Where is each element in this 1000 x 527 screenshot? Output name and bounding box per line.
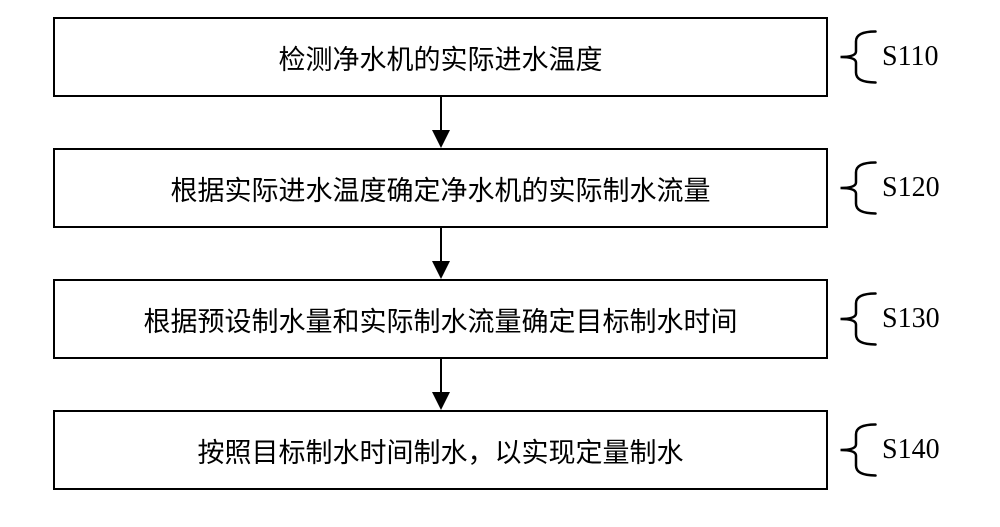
step-label-text-s140: S140 xyxy=(882,434,940,466)
step-label-text-s120: S120 xyxy=(882,172,940,204)
brace-s110 xyxy=(838,29,878,90)
flowchart-canvas: 检测净水机的实际进水温度 S110 根据实际进水温度确定净水机的实际制水流量 S120… xyxy=(0,0,1000,527)
step-box-s120: 根据实际进水温度确定净水机的实际制水流量 xyxy=(53,148,828,228)
step-text-s130: 根据预设制水量和实际制水流量确定目标制水时间 xyxy=(144,300,738,339)
step-text-s120: 根据实际进水温度确定净水机的实际制水流量 xyxy=(171,169,711,208)
step-box-s110: 检测净水机的实际进水温度 xyxy=(53,17,828,97)
step-text-s140: 按照目标制水时间制水，以实现定量制水 xyxy=(198,431,684,470)
arrow-line-s110 xyxy=(440,97,442,130)
arrow-head-s110 xyxy=(432,130,450,148)
step-label-s110: S110 xyxy=(882,41,939,73)
step-box-s130: 根据预设制水量和实际制水流量确定目标制水时间 xyxy=(53,279,828,359)
step-label-text-s130: S130 xyxy=(882,303,940,335)
step-label-s120: S120 xyxy=(882,172,940,204)
arrow-line-s120 xyxy=(440,228,442,261)
arrow-head-s130 xyxy=(432,392,450,410)
arrow-line-s130 xyxy=(440,359,442,392)
step-label-text-s110: S110 xyxy=(882,41,939,73)
step-box-s140: 按照目标制水时间制水，以实现定量制水 xyxy=(53,410,828,490)
step-label-s130: S130 xyxy=(882,303,940,335)
arrow-head-s120 xyxy=(432,261,450,279)
step-text-s110: 检测净水机的实际进水温度 xyxy=(279,38,603,77)
step-label-s140: S140 xyxy=(882,434,940,466)
brace-s140 xyxy=(838,422,878,483)
brace-s120 xyxy=(838,160,878,221)
brace-s130 xyxy=(838,291,878,352)
